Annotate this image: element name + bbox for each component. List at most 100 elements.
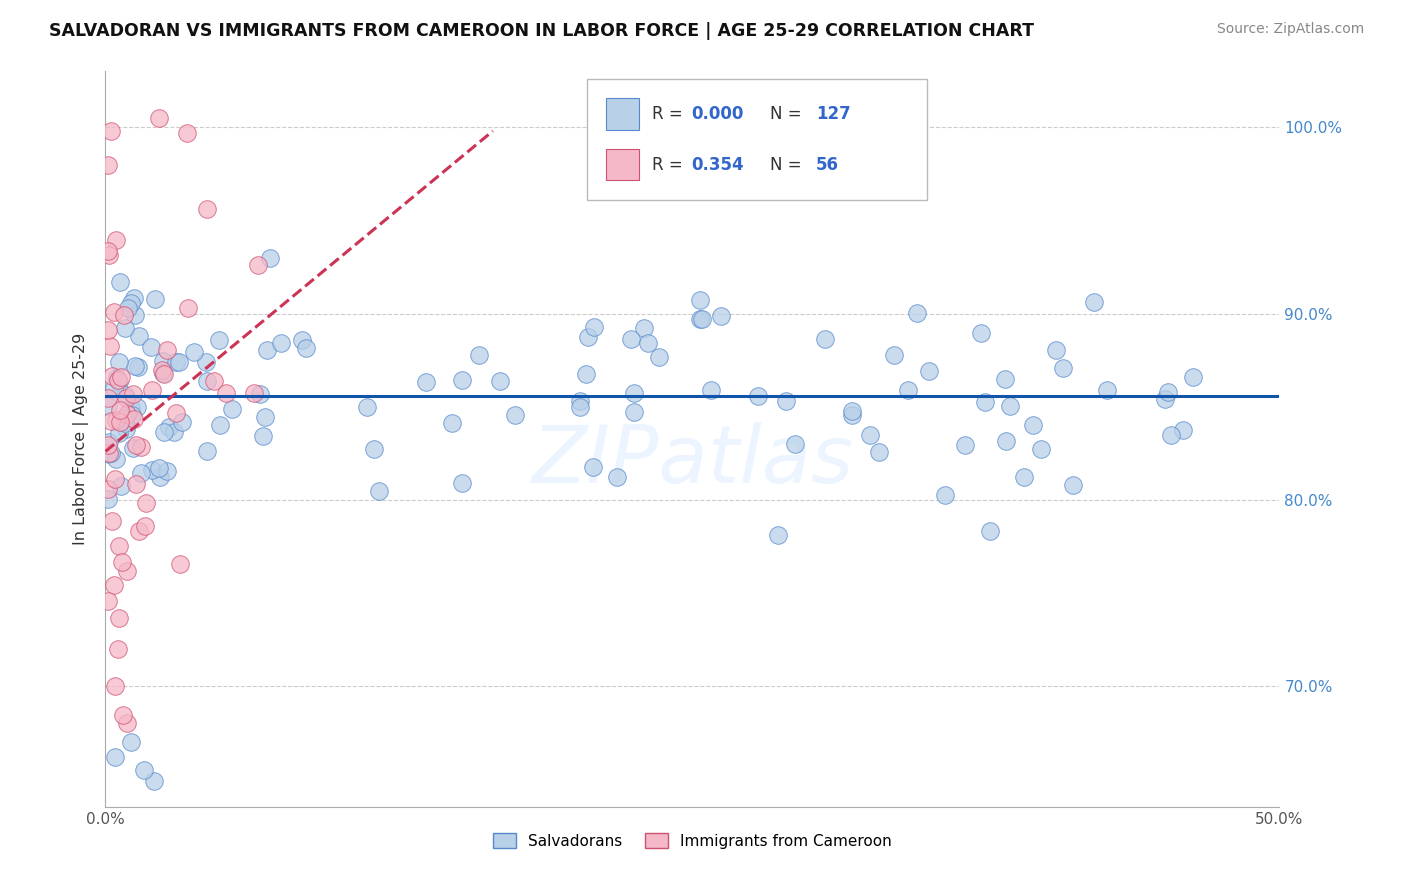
Point	[955, 438, 977, 452]
Point	[1045, 343, 1067, 358]
Point	[167, 355, 190, 369]
Point	[623, 386, 645, 401]
Point	[152, 366, 174, 380]
Point	[124, 412, 146, 426]
Point	[295, 341, 318, 355]
Bar	[606, 98, 638, 130]
Point	[112, 411, 135, 425]
Point	[120, 401, 142, 416]
Point	[994, 372, 1017, 386]
Point	[194, 355, 217, 369]
Point	[97, 447, 120, 461]
Point	[637, 335, 659, 350]
Point	[107, 373, 129, 387]
Point	[124, 359, 146, 374]
Point	[648, 351, 671, 365]
Point	[156, 464, 179, 478]
Point	[103, 380, 125, 394]
Point	[450, 475, 472, 490]
Point	[141, 463, 163, 477]
Point	[841, 408, 863, 422]
Point	[568, 400, 591, 414]
Point	[104, 750, 127, 764]
Point	[1052, 360, 1074, 375]
Point	[1062, 477, 1084, 491]
Text: Source: ZipAtlas.com: Source: ZipAtlas.com	[1216, 22, 1364, 37]
Point	[243, 385, 266, 400]
Point	[1083, 295, 1105, 310]
Point	[107, 641, 129, 656]
Point	[215, 386, 238, 401]
Point	[689, 311, 711, 326]
Point	[112, 707, 135, 722]
Point	[489, 375, 512, 389]
Point	[124, 308, 146, 322]
Point	[97, 391, 120, 405]
Point	[291, 334, 314, 348]
Point	[114, 388, 136, 402]
Point	[468, 348, 491, 362]
Point	[122, 291, 145, 305]
Point	[450, 373, 472, 387]
Point	[974, 394, 997, 409]
Point	[841, 404, 863, 418]
Point	[118, 404, 141, 418]
Point	[100, 515, 122, 529]
Point	[766, 528, 789, 542]
Point	[859, 428, 882, 442]
Point	[148, 111, 170, 125]
Point	[103, 679, 125, 693]
Point	[1182, 370, 1205, 384]
Point	[152, 354, 174, 368]
Point	[108, 403, 131, 417]
Point	[970, 326, 993, 340]
Point	[149, 470, 172, 484]
Point	[259, 251, 281, 265]
Point	[441, 417, 464, 431]
Point	[105, 371, 128, 385]
Point	[100, 124, 122, 138]
Point	[195, 444, 218, 458]
Point	[134, 519, 156, 533]
Legend: Salvadorans, Immigrants from Cameroon: Salvadorans, Immigrants from Cameroon	[486, 827, 898, 855]
Point	[97, 491, 120, 506]
Point	[415, 376, 437, 390]
Point	[505, 408, 527, 422]
FancyBboxPatch shape	[586, 78, 928, 200]
Point	[623, 405, 645, 419]
Point	[97, 244, 120, 259]
Point	[152, 367, 174, 381]
Point	[104, 233, 127, 247]
Point	[868, 445, 890, 459]
Point	[172, 415, 194, 429]
Text: 0.000: 0.000	[692, 105, 744, 123]
Point	[139, 340, 162, 354]
Point	[142, 774, 165, 789]
Point	[107, 611, 129, 625]
Bar	[606, 149, 638, 180]
Point	[98, 339, 121, 353]
Point	[207, 334, 229, 348]
Point	[107, 355, 129, 369]
Point	[918, 364, 941, 378]
Point	[141, 384, 163, 398]
Point	[114, 321, 136, 335]
Point	[209, 417, 232, 432]
Point	[97, 323, 120, 337]
Point	[247, 258, 270, 272]
Text: N =: N =	[770, 105, 807, 123]
Point	[994, 434, 1017, 449]
Point	[163, 425, 186, 439]
Point	[108, 415, 131, 429]
Point	[195, 374, 218, 388]
Point	[783, 437, 806, 451]
Text: 0.354: 0.354	[692, 155, 744, 174]
Point	[115, 564, 138, 578]
Point	[121, 408, 143, 422]
Point	[689, 293, 711, 307]
Point	[148, 460, 170, 475]
Point	[114, 392, 136, 406]
Point	[97, 594, 120, 608]
Point	[104, 472, 127, 486]
Point	[165, 355, 187, 369]
